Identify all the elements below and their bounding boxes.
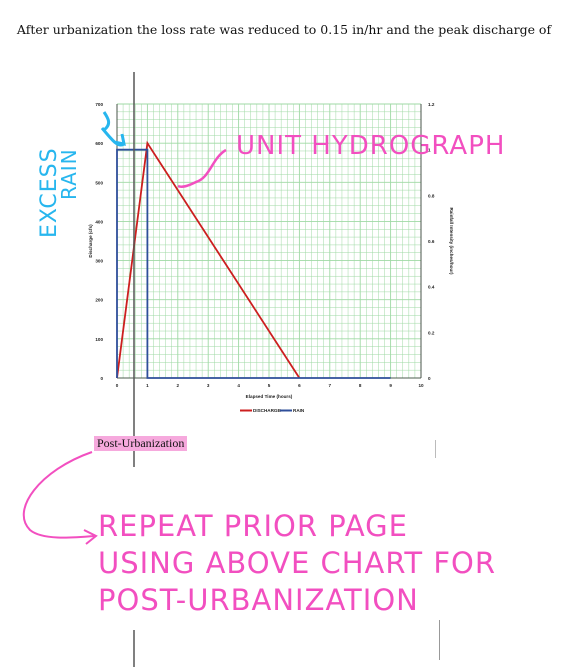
y2-tick-label: 0.2 <box>428 330 435 335</box>
excess-rain-arrow <box>100 127 126 147</box>
y-axis-title: Discharge (cfs) <box>88 224 93 258</box>
y2-tick-label: 0.8 <box>428 193 435 198</box>
y2-tick-label: 0.4 <box>428 285 435 290</box>
x-tick-label: 7 <box>329 383 332 388</box>
chart-grid <box>116 103 422 379</box>
y2-tick-label: 0.6 <box>428 239 435 244</box>
y-tick-label: 300 <box>95 259 103 264</box>
excess-rain-hook <box>102 111 111 132</box>
post-urbanization-arrow <box>22 451 98 545</box>
discharge-line <box>116 140 301 379</box>
scan-artifact-line <box>133 630 135 667</box>
note-line: REPEAT PRIOR PAGE <box>98 509 408 543</box>
y-tick-label: 200 <box>95 298 103 303</box>
x-tick-label: 9 <box>389 383 392 388</box>
note-line: USING ABOVE CHART FOR <box>98 546 497 580</box>
unit-hydrograph-annotation: UNIT HYDROGRAPH <box>236 131 505 161</box>
excess-rain-annotation: EXCESS <box>37 147 62 238</box>
handwritten-note: REPEAT PRIOR PAGE USING ABOVE CHART FOR … <box>98 508 496 619</box>
excess-rain-annotation: RAIN <box>57 148 81 200</box>
y2-axis-title: Rainfall Intensity (inches/hour) <box>449 207 454 275</box>
y-tick-label: 400 <box>95 219 103 224</box>
post-urbanization-label: Post-Urbanization <box>94 436 188 451</box>
y-tick-label: 700 <box>95 102 103 107</box>
x-axis-title: Elapsed Time (hours) <box>246 394 293 399</box>
x-tick-label: 8 <box>359 383 362 388</box>
scan-artifact-line <box>133 72 135 467</box>
rain-step-line <box>116 148 391 379</box>
scan-artifact-line <box>435 440 436 458</box>
x-tick-label: 4 <box>237 383 240 388</box>
y2-tick-label: 1.2 <box>428 102 435 107</box>
y-tick-label: 0 <box>100 376 103 381</box>
y2-tick-label: 1 <box>428 148 431 153</box>
document-text-line: After urbanization the loss rate was red… <box>16 22 552 37</box>
chart-legend: DISCHARGE RAIN <box>240 408 305 413</box>
x-tick-label: 5 <box>268 383 271 388</box>
y-tick-label: 500 <box>95 180 103 185</box>
legend-rain-label: RAIN <box>293 408 305 413</box>
chart-series <box>116 140 391 379</box>
y2-tick-label: 0 <box>428 376 431 381</box>
unit-hydrograph-arrow <box>177 148 227 189</box>
note-line: POST-URBANIZATION <box>98 583 419 617</box>
x-tick-label: 6 <box>298 383 301 388</box>
x-tick-label: 1 <box>146 383 149 388</box>
x-tick-label: 2 <box>177 383 180 388</box>
y-tick-label: 600 <box>95 141 103 146</box>
x-tick-label: 3 <box>207 383 210 388</box>
x-tick-label: 0 <box>116 383 119 388</box>
scan-artifact-line <box>439 620 440 660</box>
y-tick-label: 100 <box>95 337 103 342</box>
legend-discharge-label: DISCHARGE <box>253 408 281 413</box>
x-tick-label: 10 <box>418 383 424 388</box>
